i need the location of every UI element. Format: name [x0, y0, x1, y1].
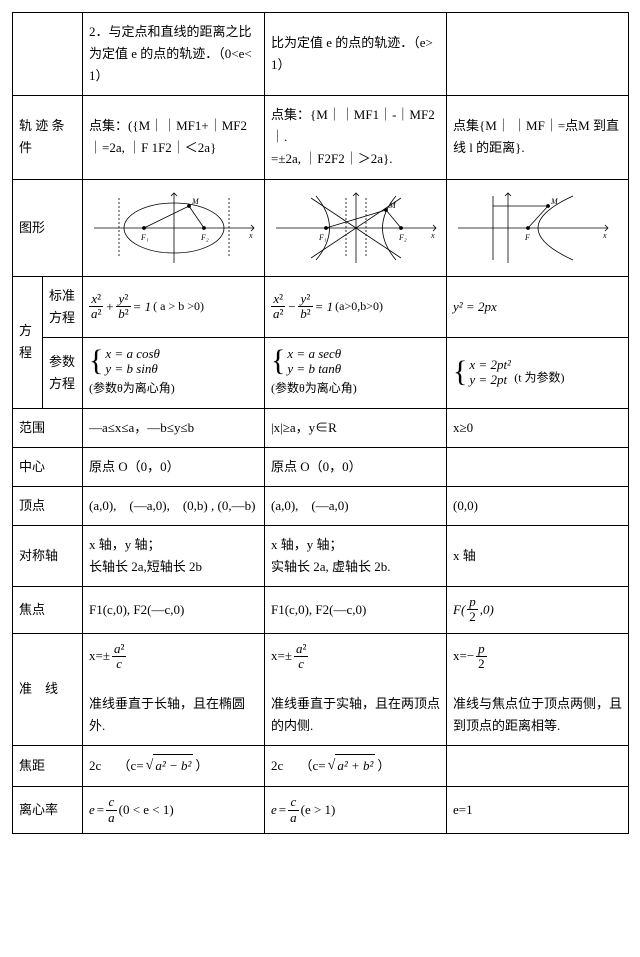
hyperbola-icon: F₁ F₂ M x	[271, 188, 441, 268]
row-vertex: 顶点 (a,0), (—a,0), (0,b) , (0,—b) (a,0), …	[13, 486, 629, 525]
figure-ellipse: F₁ F₂ M x	[83, 179, 265, 276]
center-hyperbola: 原点 O（0，0）	[265, 447, 447, 486]
locus-hyperbola: 点集：{M｜｜MF1｜-｜MF2｜. =±2a, ｜F2F2｜＞2a}.	[265, 96, 447, 179]
svg-text:F₂: F₂	[398, 233, 407, 242]
std-ellipse: x²a² + y²b² = 1 ( a > b >0)	[83, 276, 265, 337]
svg-text:F: F	[524, 233, 530, 242]
def2-hyperbola: 比为定值 e 的点的轨迹．（e>1）	[265, 13, 447, 96]
axis-ellipse: x 轴，y 轴； 长轴长 2a,短轴长 2b	[83, 525, 265, 586]
figure-header: 图形	[13, 179, 83, 276]
conic-comparison-table: 2．与定点和直线的距离之比为定值 e 的点的轨迹．（0<e<1） 比为定值 e …	[12, 12, 629, 834]
param-hyperbola: { x = a secθy = b tanθ (参数θ为离心角)	[265, 337, 447, 408]
param-parabola: { x = 2pt²y = 2pt (t 为参数)	[447, 337, 629, 408]
svg-text:x: x	[430, 231, 435, 240]
range-hyperbola: |x|≥a，y∈R	[265, 408, 447, 447]
range-header: 范围	[13, 408, 83, 447]
center-ellipse: 原点 O（0，0）	[83, 447, 265, 486]
param-ellipse: { x = a cosθy = b sinθ (参数θ为离心角)	[83, 337, 265, 408]
row-std-eq: 方程 标准方程 x²a² + y²b² = 1 ( a > b >0) x²a²…	[13, 276, 629, 337]
param-header: 参数方程	[43, 337, 83, 408]
locus-header: 轨 迹 条件	[13, 96, 83, 179]
ecc-ellipse: e = ca (0 < e < 1)	[83, 787, 265, 834]
eq-header: 方程	[13, 276, 43, 408]
std-parabola: y² = 2px	[447, 276, 629, 337]
center-parabola	[447, 447, 629, 486]
row-range: 范围 —a≤x≤a，—b≤y≤b |x|≥a，y∈R x≥0	[13, 408, 629, 447]
ellipse-icon: F₁ F₂ M x	[89, 188, 259, 268]
std-hyperbola: x²a² − y²b² = 1 (a>0,b>0)	[265, 276, 447, 337]
vertex-parabola: (0,0)	[447, 486, 629, 525]
row-focus: 焦点 F1(c,0), F2(—c,0) F1(c,0), F2(—c,0) F…	[13, 587, 629, 634]
focus-header: 焦点	[13, 587, 83, 634]
focal-parabola	[447, 746, 629, 787]
parabola-icon: F M x	[453, 188, 613, 268]
focal-ellipse: 2c （c=a² − b²）	[83, 746, 265, 787]
directrix-ellipse: x=±a²c 准线垂直于长轴，且在椭圆外.	[83, 633, 265, 746]
row-locus: 轨 迹 条件 点集：({M｜｜MF1+｜MF2｜=2a, ｜F 1F2｜＜2a}…	[13, 96, 629, 179]
ecc-parabola: e=1	[447, 787, 629, 834]
range-ellipse: —a≤x≤a，—b≤y≤b	[83, 408, 265, 447]
focus-ellipse: F1(c,0), F2(—c,0)	[83, 587, 265, 634]
axis-hyperbola: x 轴，y 轴； 实轴长 2a, 虚轴长 2b.	[265, 525, 447, 586]
directrix-parabola: x=−p2 准线与焦点位于顶点两侧，且到顶点的距离相等.	[447, 633, 629, 746]
svg-text:x: x	[602, 231, 607, 240]
focal-header: 焦距	[13, 746, 83, 787]
ecc-header: 离心率	[13, 787, 83, 834]
figure-hyperbola: F₁ F₂ M x	[265, 179, 447, 276]
row-definition-2: 2．与定点和直线的距离之比为定值 e 的点的轨迹．（0<e<1） 比为定值 e …	[13, 13, 629, 96]
svg-text:M: M	[388, 201, 397, 210]
vertex-hyperbola: (a,0), (—a,0)	[265, 486, 447, 525]
row-param-eq: 参数方程 { x = a cosθy = b sinθ (参数θ为离心角) { …	[13, 337, 629, 408]
vertex-ellipse: (a,0), (—a,0), (0,b) , (0,—b)	[83, 486, 265, 525]
def2-parabola	[447, 13, 629, 96]
center-header: 中心	[13, 447, 83, 486]
svg-text:F₂: F₂	[200, 233, 209, 242]
directrix-header: 准 线	[13, 633, 83, 746]
row-figure: 图形 F₁ F₂ M x	[13, 179, 629, 276]
row-eccentricity: 离心率 e = ca (0 < e < 1) e = ca (e > 1) e=…	[13, 787, 629, 834]
row-directrix: 准 线 x=±a²c 准线垂直于长轴，且在椭圆外. x=±a²c 准线垂直于实轴…	[13, 633, 629, 746]
svg-text:x: x	[248, 231, 253, 240]
focus-hyperbola: F1(c,0), F2(—c,0)	[265, 587, 447, 634]
svg-text:F₁: F₁	[318, 233, 327, 242]
locus-ellipse: 点集：({M｜｜MF1+｜MF2｜=2a, ｜F 1F2｜＜2a}	[83, 96, 265, 179]
svg-text:M: M	[191, 197, 200, 206]
directrix-hyperbola: x=±a²c 准线垂直于实轴，且在两顶点的内侧.	[265, 633, 447, 746]
focus-parabola: F( p2 ,0)	[447, 587, 629, 634]
axis-header: 对称轴	[13, 525, 83, 586]
vertex-header: 顶点	[13, 486, 83, 525]
range-parabola: x≥0	[447, 408, 629, 447]
std-header: 标准方程	[43, 276, 83, 337]
row-axis: 对称轴 x 轴，y 轴； 长轴长 2a,短轴长 2b x 轴，y 轴； 实轴长 …	[13, 525, 629, 586]
def2-ellipse: 2．与定点和直线的距离之比为定值 e 的点的轨迹．（0<e<1）	[83, 13, 265, 96]
row-center: 中心 原点 O（0，0） 原点 O（0，0）	[13, 447, 629, 486]
locus-parabola: 点集{M｜ ｜MF｜=点M 到直线 l 的距离}.	[447, 96, 629, 179]
svg-text:M: M	[550, 197, 559, 206]
row-focal-dist: 焦距 2c （c=a² − b²） 2c （c=a² + b²）	[13, 746, 629, 787]
focal-hyperbola: 2c （c=a² + b²）	[265, 746, 447, 787]
svg-text:F₁: F₁	[140, 233, 149, 242]
ecc-hyperbola: e = ca (e > 1)	[265, 787, 447, 834]
figure-parabola: F M x	[447, 179, 629, 276]
axis-parabola: x 轴	[447, 525, 629, 586]
def2-header	[13, 13, 83, 96]
